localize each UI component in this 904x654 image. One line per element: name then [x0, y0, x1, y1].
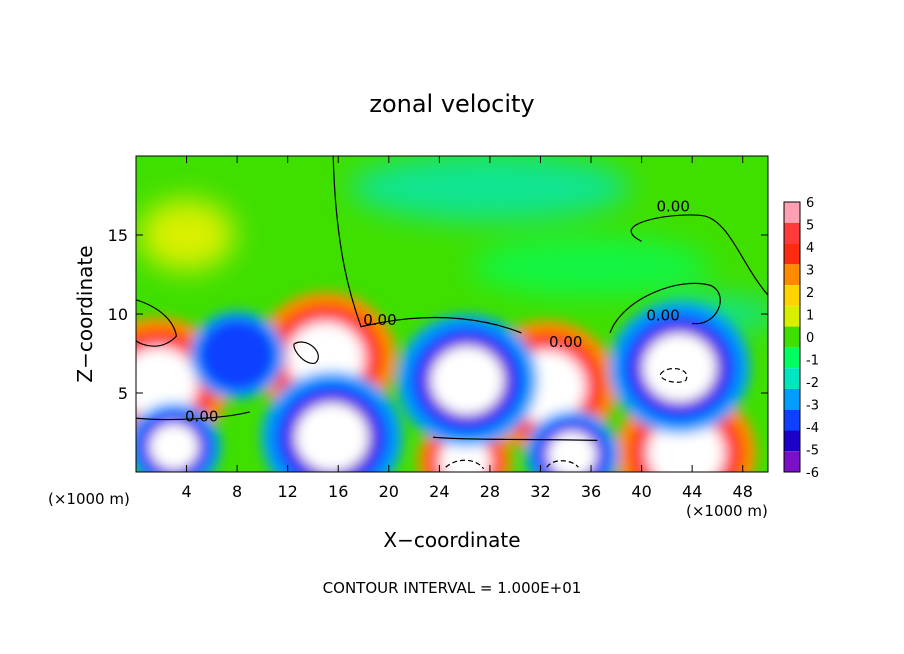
zero-contour-right-lobe — [609, 282, 721, 334]
contour-label-3: 0.00 — [646, 306, 679, 324]
x-tick-label-7: 32 — [530, 482, 550, 501]
colorbar-label-1: 5 — [806, 219, 814, 234]
x-axis-label: X−coordinate — [383, 528, 520, 552]
zero-contour-left — [136, 299, 178, 347]
contour-label-0: 0.00 — [656, 197, 689, 215]
colorbar-label-0: 6 — [806, 196, 814, 211]
zero-contour-upper-right — [630, 214, 768, 296]
x-tick-label-5: 24 — [429, 482, 449, 501]
zero-contour-main — [332, 156, 522, 334]
x-tick-label-4: 20 — [379, 482, 399, 501]
core-mid-12 — [199, 319, 276, 391]
contour-bottom-core — [445, 459, 485, 470]
colorbar-label-2: 4 — [806, 241, 814, 256]
x-tick-label-8: 36 — [581, 482, 601, 501]
colorbar-label-9: -3 — [806, 399, 819, 414]
colorbar-swatch-2 — [784, 243, 800, 265]
y-tick-label-2: 15 — [108, 226, 128, 245]
colorbar-swatch-11 — [784, 430, 800, 452]
core-saturated-8 — [295, 403, 369, 472]
x-tick-label-3: 16 — [328, 482, 348, 501]
velocity-field — [136, 156, 768, 472]
colorbar-swatch-4 — [784, 285, 800, 306]
zero-contour-lower-left — [136, 411, 250, 421]
contour-positive-core — [293, 341, 319, 364]
core-saturated-10 — [547, 431, 597, 472]
colorbar-swatch-12 — [784, 451, 800, 472]
core-saturated-9 — [149, 423, 199, 470]
colorbar-label-3: 3 — [806, 264, 814, 279]
core-saturated-6 — [430, 346, 504, 415]
x-tick-label-0: 4 — [181, 482, 191, 501]
x-tick-label-2: 12 — [278, 482, 298, 501]
contour-interval-note: CONTOUR INTERVAL = 1.000E+01 — [323, 579, 582, 597]
colorbar-swatch-7 — [784, 347, 800, 369]
colorbar-swatch-5 — [784, 305, 800, 327]
positive-anomaly-upper-left — [138, 199, 235, 271]
x-unit-left: (×1000 m) — [48, 490, 130, 508]
colorbar-swatch-10 — [784, 409, 800, 431]
colorbar-swatch-9 — [784, 388, 800, 410]
colorbar-label-7: -1 — [806, 354, 819, 369]
x-tick-label-6: 28 — [480, 482, 500, 501]
x-tick-label-10: 44 — [682, 482, 702, 501]
x-tick-label-1: 8 — [232, 482, 242, 501]
colorbar-label-4: 2 — [806, 286, 814, 301]
colorbar-label-6: 0 — [806, 331, 814, 346]
y-axis-label: Z−coordinate — [73, 245, 97, 382]
colorbar-label-12: -6 — [806, 466, 819, 481]
colorbar-label-8: -2 — [806, 376, 819, 391]
x-axis-ticks: 4 8 12 16 20 24 28 32 36 40 44 48 — [181, 156, 753, 501]
colorbar-swatch-3 — [784, 264, 800, 286]
y-axis-ticks: 5 10 15 — [108, 226, 768, 403]
y-tick-label-1: 10 — [108, 305, 128, 324]
colorbar: 6 5 4 3 2 1 0 -1 -2 -3 -4 -5 -6 — [783, 196, 819, 481]
colorbar-swatch-1 — [784, 222, 800, 244]
colorbar-label-11: -5 — [806, 444, 819, 459]
negative-anomaly-upper-center — [349, 156, 630, 222]
core-saturated-7 — [643, 333, 716, 402]
colorbar-swatch-8 — [784, 368, 800, 389]
colorbar-label-10: -4 — [806, 421, 819, 436]
zero-contour-lower-mid — [432, 436, 598, 441]
colorbar-frame — [783, 201, 801, 473]
x-tick-label-11: 48 — [733, 482, 753, 501]
contour-labels: 0.00 0.00 0.00 0.00 0.00 — [185, 197, 690, 425]
colorbar-swatch-0 — [784, 202, 800, 223]
contour-label-1: 0.00 — [363, 311, 396, 329]
colorbar-swatch-6 — [784, 326, 800, 348]
chart-title: zonal velocity — [369, 90, 534, 118]
y-tick-label-0: 5 — [118, 384, 128, 403]
core-saturated-0 — [136, 349, 196, 418]
contour-bottom-core-2 — [546, 460, 579, 468]
x-unit-right: (×1000 m) — [686, 502, 768, 520]
weak-negative-band — [471, 236, 712, 297]
contour-lines — [136, 156, 768, 470]
x-tick-label-9: 40 — [631, 482, 651, 501]
contour-label-2: 0.00 — [549, 333, 582, 351]
colorbar-label-5: 1 — [806, 309, 814, 324]
contour-negative-core — [659, 367, 688, 383]
contour-label-4: 0.00 — [185, 407, 218, 425]
